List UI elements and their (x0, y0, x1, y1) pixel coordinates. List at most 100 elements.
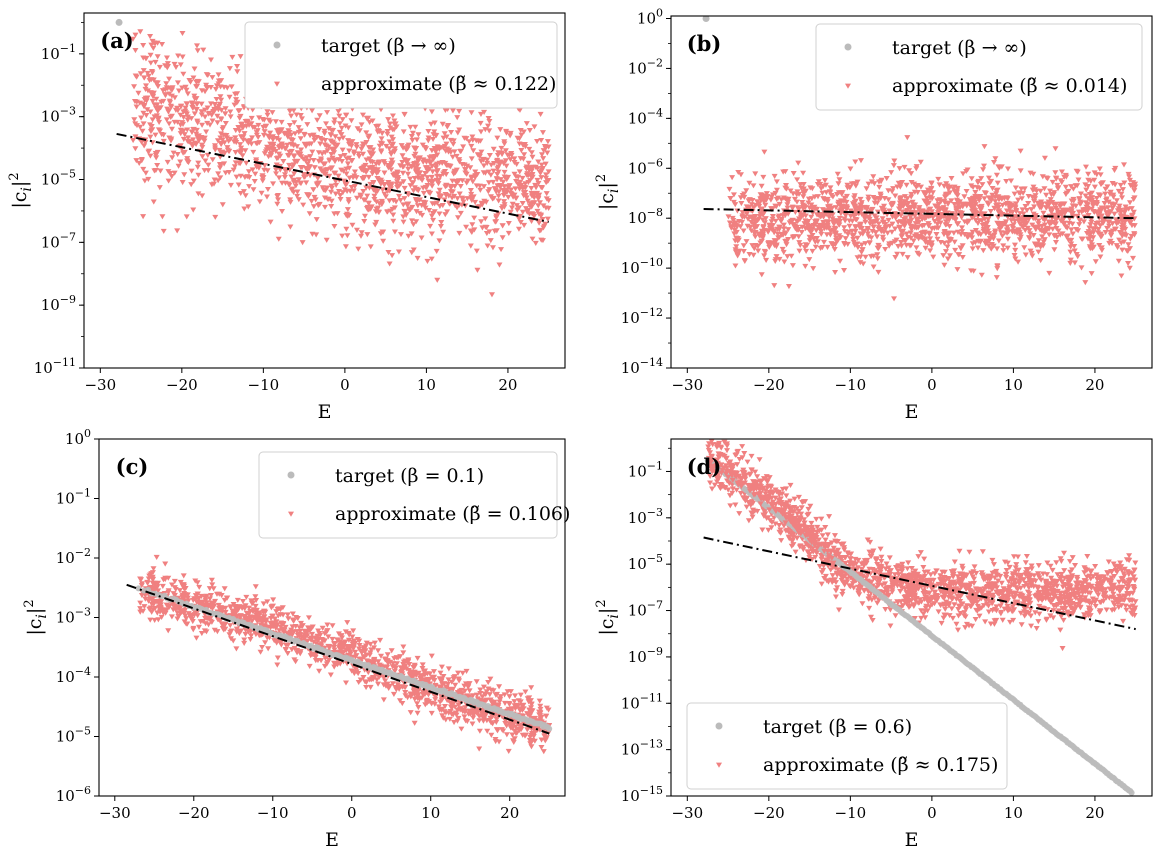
approximate-point (1048, 192, 1055, 198)
approximate-point (427, 223, 434, 230)
approximate-point (290, 153, 297, 159)
approximate-point (141, 178, 148, 184)
approximate-point (433, 162, 440, 168)
approximate-point (393, 199, 400, 205)
approximate-point (439, 121, 446, 127)
approximate-point (405, 233, 412, 239)
approximate-point (1010, 222, 1017, 228)
approximate-point (289, 611, 296, 617)
approximate-point (793, 192, 800, 198)
approximate-point (326, 158, 333, 164)
approximate-point (812, 244, 819, 250)
approximate-point (285, 153, 292, 159)
approximate-point (236, 149, 243, 155)
approximate-point (367, 181, 374, 188)
approximate-point (732, 238, 739, 244)
approximate-point (529, 236, 536, 242)
approximate-point (948, 176, 955, 182)
approximate-point (985, 239, 992, 245)
approximate-point (736, 219, 743, 225)
approximate-point (428, 256, 435, 262)
approximate-point (208, 600, 215, 606)
approximate-point (493, 719, 500, 725)
approximate-point (449, 195, 456, 201)
approximate-point (1085, 213, 1092, 219)
approximate-point (240, 189, 247, 195)
approximate-point (459, 670, 466, 676)
approximate-point (988, 178, 995, 184)
approximate-point (944, 244, 951, 250)
approximate-point (208, 112, 215, 118)
approximate-point (795, 206, 802, 212)
approximate-point (816, 222, 823, 228)
approximate-point (528, 218, 535, 224)
approximate-point (376, 201, 383, 207)
x-tick-label: 10 (1004, 376, 1023, 394)
approximate-point (324, 622, 331, 628)
approximate-point (163, 117, 170, 123)
approximate-point (153, 554, 160, 560)
approximate-point (436, 238, 443, 244)
legend-box (244, 21, 558, 109)
approximate-point (502, 148, 509, 154)
approximate-point (331, 150, 338, 156)
approximate-point (237, 190, 244, 197)
approximate-point (205, 111, 212, 117)
axes-frame (83, 12, 566, 369)
approximate-point (274, 662, 281, 668)
approximate-point (203, 129, 210, 135)
approximate-point (834, 237, 841, 243)
approximate-point (452, 682, 459, 688)
approximate-point (1116, 237, 1123, 243)
approximate-point (901, 164, 908, 171)
approximate-point (480, 156, 487, 162)
approximate-point (522, 732, 529, 738)
approximate-point (140, 121, 147, 127)
approximate-point (133, 158, 140, 164)
approximate-point (242, 193, 249, 199)
approximate-point (228, 636, 235, 642)
approximate-point (1104, 213, 1111, 219)
approximate-point (942, 249, 949, 255)
approximate-point (264, 144, 271, 150)
approximate-point (1022, 227, 1029, 234)
approximate-point (1017, 148, 1024, 154)
approximate-point (474, 267, 481, 273)
approximate-point (849, 218, 856, 224)
approximate-point (847, 166, 854, 172)
approximate-point (212, 598, 219, 605)
approximate-point (1126, 265, 1133, 271)
approximate-point (199, 154, 206, 160)
approximate-point (253, 132, 260, 138)
approximate-point (174, 228, 181, 234)
approximate-point (785, 227, 792, 233)
approximate-point (242, 631, 249, 638)
approximate-point (1031, 204, 1038, 210)
approximate-point (313, 232, 320, 238)
approximate-point (458, 148, 465, 154)
approximate-point (1121, 162, 1128, 168)
approximate-point (1097, 254, 1104, 260)
approximate-point (132, 47, 139, 54)
approximate-point (1017, 168, 1024, 174)
approximate-point (391, 656, 398, 662)
approximate-point (208, 593, 215, 599)
approximate-point (217, 175, 224, 181)
approximate-point (274, 655, 281, 661)
approximate-point (1073, 252, 1080, 258)
approximate-point (332, 179, 339, 185)
approximate-point (978, 272, 985, 278)
approximate-point (441, 131, 448, 137)
approximate-point (226, 632, 233, 638)
approximate-point (399, 160, 406, 166)
approximate-point (981, 144, 988, 150)
approximate-point (360, 189, 367, 195)
approximate-point (539, 130, 546, 136)
approximate-point (466, 139, 473, 145)
approximate-point (461, 714, 468, 720)
approximate-point (502, 158, 509, 164)
approximate-point (953, 188, 960, 195)
approximate-point (768, 194, 775, 200)
approximate-point (310, 639, 317, 645)
approximate-point (352, 649, 359, 655)
